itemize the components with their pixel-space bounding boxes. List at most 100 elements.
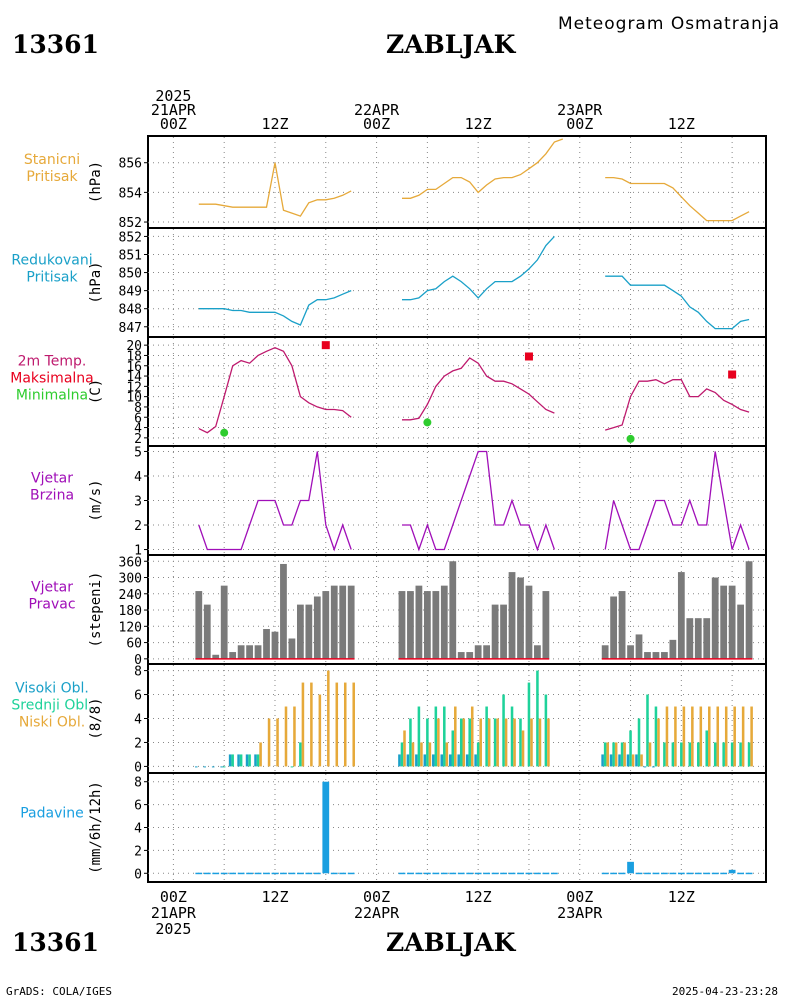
y-tick-label: 360 bbox=[119, 555, 142, 570]
bar bbox=[263, 629, 270, 659]
y-tick-label: 0 bbox=[134, 760, 142, 775]
y-axis-label: (stepeni) bbox=[88, 572, 104, 648]
bar bbox=[627, 645, 634, 659]
footer-timestamp: 2025-04-23-23:28 bbox=[672, 985, 778, 998]
y-tick-label: 3 bbox=[134, 495, 142, 510]
cloud-bar bbox=[713, 742, 717, 767]
cloud-bar bbox=[465, 754, 469, 767]
bar bbox=[618, 591, 626, 659]
bar bbox=[534, 645, 541, 659]
panel-title: Pritisak bbox=[26, 270, 78, 286]
panel-frame bbox=[147, 135, 767, 229]
cloud-bar bbox=[443, 706, 446, 767]
cloud-bar bbox=[612, 742, 615, 767]
cloud-bar bbox=[496, 718, 499, 767]
cloud-bar bbox=[228, 754, 232, 767]
bar bbox=[500, 872, 507, 875]
bar bbox=[398, 591, 406, 659]
bar bbox=[296, 872, 304, 875]
cloud-bar bbox=[428, 742, 432, 767]
bar bbox=[601, 872, 609, 875]
bar bbox=[246, 645, 253, 659]
bar bbox=[728, 585, 736, 659]
bar bbox=[271, 872, 279, 875]
bar bbox=[474, 645, 482, 659]
cloud-bar bbox=[343, 682, 347, 767]
cloud-bar bbox=[504, 718, 508, 767]
cloud-bar bbox=[536, 670, 539, 767]
bar bbox=[195, 591, 203, 659]
bar bbox=[677, 572, 685, 659]
series-line bbox=[605, 176, 750, 222]
cloud-bar bbox=[722, 742, 725, 767]
cloud-bar bbox=[657, 718, 660, 767]
bottom-time-label: 00Z bbox=[566, 888, 593, 906]
y-axis-label: (hPa) bbox=[88, 261, 104, 303]
cloud-bar bbox=[203, 766, 206, 768]
y-tick-label: 6 bbox=[134, 411, 142, 426]
cloud-bar bbox=[623, 742, 626, 767]
bar bbox=[322, 591, 330, 659]
bar bbox=[280, 872, 287, 875]
bar bbox=[254, 872, 262, 875]
series-line bbox=[402, 450, 556, 552]
y-tick-label: 856 bbox=[119, 157, 142, 172]
y-tick-label: 18 bbox=[126, 349, 142, 364]
bar bbox=[398, 872, 406, 875]
y-tick-label: 2 bbox=[134, 519, 142, 534]
bar bbox=[669, 872, 677, 875]
cloud-bar bbox=[409, 718, 412, 767]
bar bbox=[720, 872, 728, 875]
cloud-bar bbox=[276, 718, 279, 767]
bar bbox=[220, 585, 228, 659]
bottom-time-label: 12Z bbox=[261, 888, 288, 906]
bar bbox=[644, 872, 651, 875]
y-tick-label: 1 bbox=[134, 544, 142, 559]
cloud-bar bbox=[671, 742, 675, 767]
bar bbox=[711, 872, 719, 875]
y-tick-label: 120 bbox=[119, 620, 142, 635]
bar bbox=[339, 872, 347, 875]
cloud-bar bbox=[445, 742, 449, 767]
cloud-bar bbox=[259, 742, 262, 767]
bar bbox=[423, 872, 431, 875]
top-time-label: 12Z bbox=[465, 115, 492, 133]
y-tick-label: 854 bbox=[119, 186, 143, 201]
cloud-bar bbox=[423, 754, 427, 767]
cloud-bar bbox=[747, 742, 751, 767]
bottom-time-label: 12Z bbox=[465, 888, 492, 906]
y-tick-label: 16 bbox=[126, 360, 142, 375]
bar bbox=[517, 577, 524, 659]
y-tick-label: 8 bbox=[134, 665, 142, 680]
cloud-bar bbox=[487, 718, 491, 767]
series-line bbox=[402, 357, 555, 421]
bottom-time-label: 22APR bbox=[354, 904, 400, 922]
cloud-bar bbox=[468, 718, 471, 767]
top-time-label: 00Z bbox=[363, 115, 390, 133]
cloud-bar bbox=[352, 682, 355, 767]
cloud-bar bbox=[699, 706, 703, 767]
y-axis-label: (8/8) bbox=[88, 697, 104, 739]
y-tick-label: 852 bbox=[119, 216, 142, 231]
tmin-marker bbox=[626, 434, 635, 443]
panel-title: Srednji Obl. bbox=[11, 698, 92, 714]
bar bbox=[407, 872, 414, 875]
bar bbox=[288, 638, 296, 659]
cloud-bar bbox=[485, 706, 488, 767]
y-axis-label: (C) bbox=[88, 379, 104, 404]
panel-title: Pritisak bbox=[26, 169, 78, 185]
panel-frame bbox=[147, 227, 767, 338]
cloud-bar bbox=[635, 754, 638, 767]
footer-station-id: 13361 bbox=[12, 928, 99, 957]
cloud-bar bbox=[245, 754, 249, 767]
cloud-bar bbox=[194, 766, 198, 768]
series-line bbox=[402, 235, 555, 301]
panel-title: Visoki Obl. bbox=[15, 681, 89, 697]
cloud-bar bbox=[301, 682, 305, 767]
bar bbox=[508, 572, 516, 659]
bar bbox=[661, 652, 668, 659]
bar bbox=[203, 604, 211, 659]
cloud-bar bbox=[724, 706, 728, 767]
bar bbox=[407, 591, 414, 659]
bottom-time-label: 2025 bbox=[155, 920, 191, 938]
